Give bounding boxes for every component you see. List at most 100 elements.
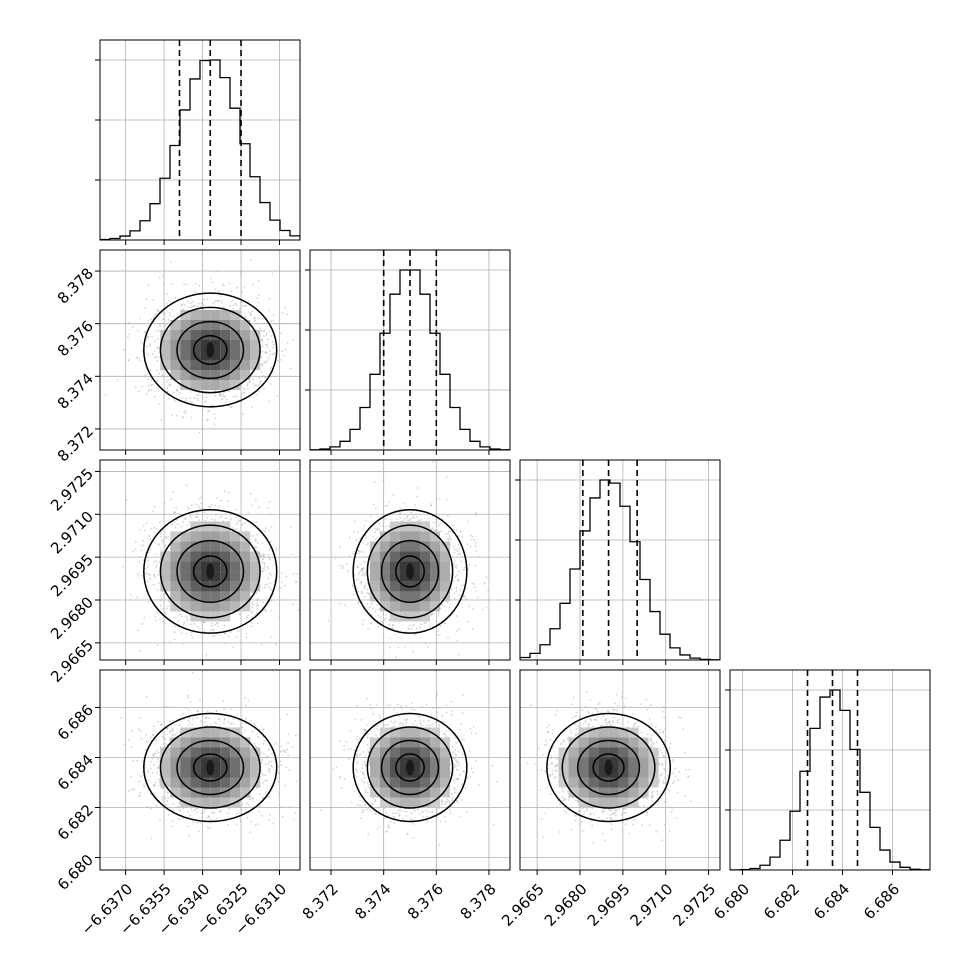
sample-point [391,624,394,627]
sample-point [201,408,204,411]
density-block [210,531,221,542]
sample-point [170,514,173,516]
sample-point [232,646,234,648]
sample-point [366,543,368,546]
sample-point [380,668,382,670]
sample-point [153,794,156,796]
sample-point [268,557,271,559]
sample-point [166,387,169,390]
sample-point [157,598,160,601]
sample-point [145,522,148,525]
density-block [170,571,181,582]
sample-point [260,643,263,646]
sample-point [153,560,156,563]
sample-point [269,349,271,352]
sample-point [169,314,172,317]
sample-point [203,511,206,514]
sample-point [362,572,365,575]
sample-point [157,338,160,341]
sample-point [150,527,152,530]
sample-point [255,540,258,543]
sample-point [219,517,221,519]
sample-point [214,513,217,516]
sample-point [205,396,208,399]
sample-point [289,526,292,529]
sample-point [439,625,442,627]
density-block [200,340,211,350]
sample-point [159,276,161,279]
sample-point [390,518,393,521]
sample-point [181,397,184,399]
sample-point [280,586,283,589]
sample-point [371,614,373,617]
sample-point [403,502,406,505]
sample-point [154,616,157,618]
sample-point [219,295,222,297]
sample-point [270,588,273,591]
sample-point [174,625,177,628]
sample-point [381,621,384,623]
density-block [200,310,211,320]
density-peak [206,563,215,580]
sample-point [263,322,266,325]
sample-point [243,522,246,525]
sample-point [378,529,381,532]
sample-point [171,309,174,311]
sample-point [162,311,164,314]
sample-point [373,480,376,483]
y-tick-label: 2.9710 [47,508,97,558]
sample-point [463,566,466,569]
sample-point [189,391,192,393]
sample-point [159,532,162,535]
sample-point [257,604,259,606]
sample-point [410,628,413,630]
density-block [200,611,211,622]
density-block [380,531,390,542]
sample-point [156,380,158,382]
sample-point [356,586,359,589]
sample-point [361,574,363,577]
sample-point [207,410,209,413]
sample-point [278,561,281,564]
density-block [210,310,221,320]
density-block [420,521,430,532]
sample-point [457,553,460,555]
y-tick-label: 2.9665 [47,636,97,686]
sample-point [275,548,277,550]
sample-point [469,545,472,547]
sample-point [163,313,166,315]
density-block [240,571,251,582]
density-block [170,591,181,602]
density-block [390,611,400,622]
density-block [200,591,211,602]
density-block [190,531,201,542]
sample-point [481,608,484,611]
sample-point [167,318,170,321]
sample-point [452,528,455,531]
density-block [240,360,251,370]
sample-point [457,578,460,581]
sample-point [362,623,364,626]
sample-point [174,526,177,529]
sample-point [457,543,460,546]
sample-point [475,514,478,516]
sample-point [156,388,159,391]
sample-point [263,568,266,571]
sample-point [240,385,243,388]
sample-point [416,487,419,489]
density-block [180,571,191,582]
sample-point [246,383,249,386]
sample-point [268,298,271,300]
sample-point [259,327,261,330]
sample-point [147,284,150,287]
sample-point [125,499,128,501]
density-block [170,561,181,572]
sample-point [220,515,223,518]
sample-point [258,317,260,320]
sample-point [132,326,134,328]
sample-point [147,600,150,603]
y-tick-label: 8.378 [54,264,97,307]
sample-point [263,361,265,364]
sample-point [261,318,264,320]
sample-point [472,608,475,611]
